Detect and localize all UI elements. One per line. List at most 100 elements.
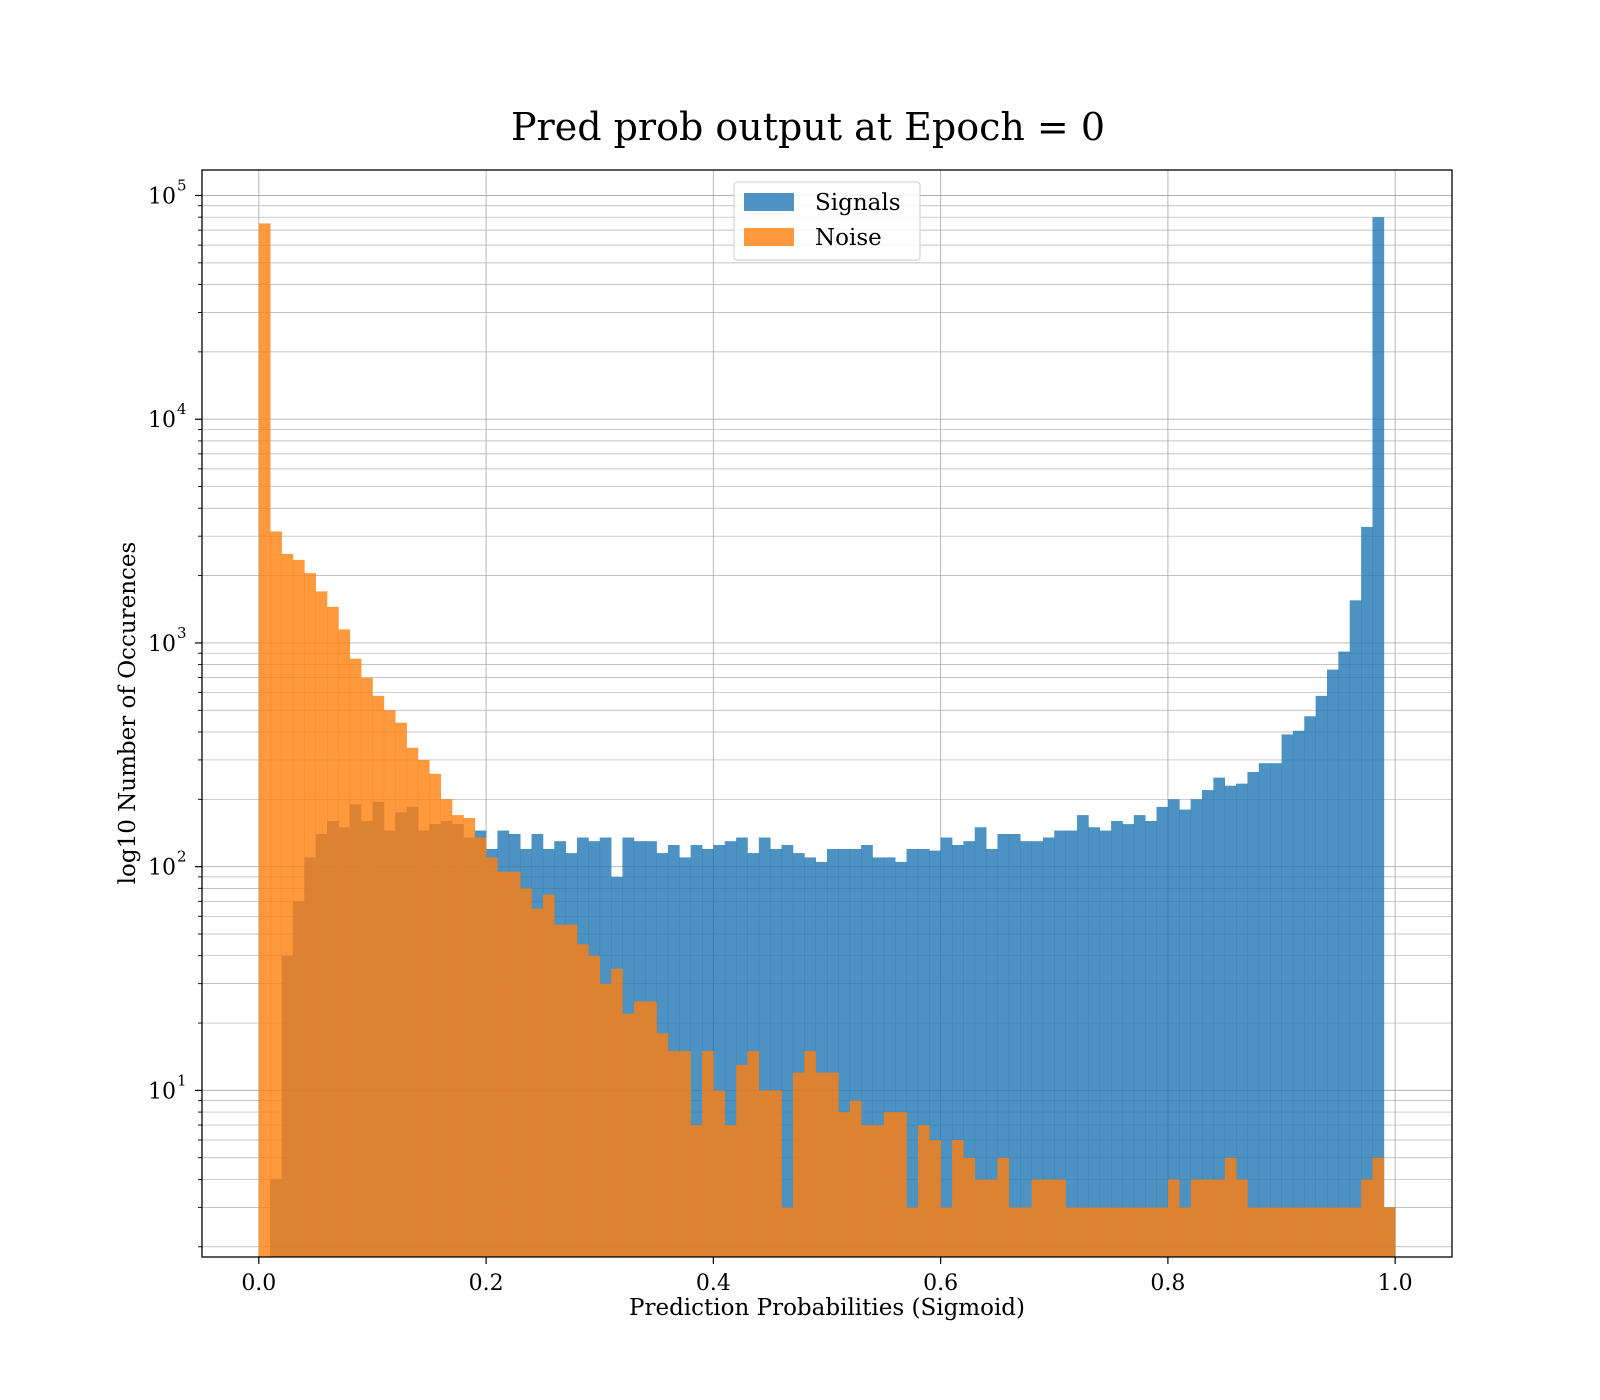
bar-signals xyxy=(1077,815,1089,1257)
bar-signals xyxy=(736,837,748,1257)
bar-noise xyxy=(838,1112,851,1257)
bar-noise xyxy=(554,924,566,1257)
bar-noise xyxy=(1020,1207,1032,1257)
bar-signals xyxy=(827,848,839,1257)
bar-signals xyxy=(1349,600,1362,1257)
bar-signals xyxy=(1054,830,1066,1257)
bar-noise xyxy=(1349,1207,1362,1257)
legend-label-noise: Noise xyxy=(815,225,882,251)
bar-noise xyxy=(940,1207,953,1257)
bar-noise xyxy=(883,1112,896,1257)
bar-noise xyxy=(1236,1179,1248,1257)
bar-signals xyxy=(917,848,930,1257)
y-tick-label: 10 xyxy=(148,1079,176,1104)
bar-signals xyxy=(713,844,726,1257)
bar-noise xyxy=(1031,1179,1044,1257)
bar-noise xyxy=(1361,1179,1373,1257)
bar-signals xyxy=(1190,799,1203,1257)
bar-noise xyxy=(1327,1207,1339,1257)
x-tick-label: 1.0 xyxy=(1378,1271,1413,1296)
bar-noise xyxy=(327,606,339,1257)
bar-noise xyxy=(270,531,282,1257)
bar-noise xyxy=(1099,1207,1112,1257)
y-tick-exponent: 1 xyxy=(177,1071,187,1089)
bar-signals xyxy=(758,837,771,1257)
bar-noise xyxy=(1156,1207,1169,1257)
x-tick-label: 0.4 xyxy=(696,1271,731,1296)
bar-noise xyxy=(417,759,430,1257)
bar-noise xyxy=(531,908,544,1257)
bar-noise xyxy=(1190,1179,1203,1257)
bar-noise xyxy=(1202,1179,1214,1257)
bar-signals xyxy=(1020,841,1032,1257)
bar-noise xyxy=(974,1179,987,1257)
bar-signals xyxy=(838,848,851,1257)
bar-signals xyxy=(974,827,987,1257)
bar-noise xyxy=(679,1050,691,1257)
y-tick-exponent: 3 xyxy=(177,624,187,642)
bar-signals xyxy=(1099,830,1112,1257)
series-noise xyxy=(258,223,1396,1257)
bar-noise xyxy=(1383,1207,1396,1257)
bar-noise xyxy=(1304,1207,1316,1257)
bar-noise xyxy=(1270,1207,1282,1257)
bar-signals xyxy=(906,848,919,1257)
y-tick-label: 10 xyxy=(148,856,176,881)
bar-noise xyxy=(383,710,396,1257)
bar-noise xyxy=(804,1050,816,1257)
bar-noise xyxy=(304,573,316,1257)
bar-noise xyxy=(258,223,271,1257)
bar-noise xyxy=(895,1112,907,1257)
bar-signals xyxy=(872,857,885,1257)
x-tick-label: 0.0 xyxy=(241,1271,276,1296)
bar-noise xyxy=(827,1072,839,1257)
bar-signals xyxy=(1270,763,1282,1257)
bar-signals xyxy=(963,841,976,1257)
bar-noise xyxy=(1122,1207,1135,1257)
bar-signals xyxy=(770,848,782,1257)
bar-noise xyxy=(713,1090,726,1257)
x-tick-label: 0.2 xyxy=(469,1271,504,1296)
bar-noise xyxy=(1008,1207,1021,1257)
bar-noise xyxy=(338,629,351,1257)
bar-noise xyxy=(702,1050,714,1257)
bar-signals xyxy=(1281,734,1294,1257)
bar-signals xyxy=(1202,790,1214,1257)
x-tick-label: 0.6 xyxy=(923,1271,958,1296)
bar-signals xyxy=(1167,799,1180,1257)
bar-signals xyxy=(1065,830,1078,1257)
bar-noise xyxy=(690,1125,703,1257)
bar-noise xyxy=(395,722,407,1257)
bar-noise xyxy=(1247,1207,1260,1257)
bar-noise xyxy=(770,1090,782,1257)
y-tick-label: 10 xyxy=(148,184,176,209)
bar-signals xyxy=(724,841,737,1257)
legend-swatch-noise xyxy=(744,228,794,246)
bar-noise xyxy=(520,888,532,1257)
bar-signals xyxy=(895,861,907,1257)
bar-signals xyxy=(781,844,794,1257)
bar-signals xyxy=(1236,783,1248,1257)
bar-noise xyxy=(667,1050,680,1257)
bar-noise xyxy=(849,1100,862,1257)
bar-noise xyxy=(281,553,294,1257)
bar-signals xyxy=(1292,730,1305,1257)
bar-noise xyxy=(349,658,362,1257)
bar-noise xyxy=(781,1207,794,1257)
bar-signals xyxy=(861,844,873,1257)
bar-noise xyxy=(611,968,623,1257)
bar-noise xyxy=(486,857,498,1257)
bar-signals xyxy=(690,844,703,1257)
bar-noise xyxy=(1167,1179,1180,1257)
bar-noise xyxy=(963,1157,976,1257)
legend: Signals Noise xyxy=(733,181,921,261)
bar-noise xyxy=(497,871,510,1257)
bar-signals xyxy=(1145,820,1157,1257)
bar-signals xyxy=(929,850,941,1257)
bar-noise xyxy=(645,1001,657,1257)
bar-signals xyxy=(1247,771,1260,1257)
bar-noise xyxy=(622,1013,635,1257)
bar-noise xyxy=(792,1072,805,1257)
bar-noise xyxy=(463,818,476,1257)
bar-signals xyxy=(1088,827,1101,1257)
